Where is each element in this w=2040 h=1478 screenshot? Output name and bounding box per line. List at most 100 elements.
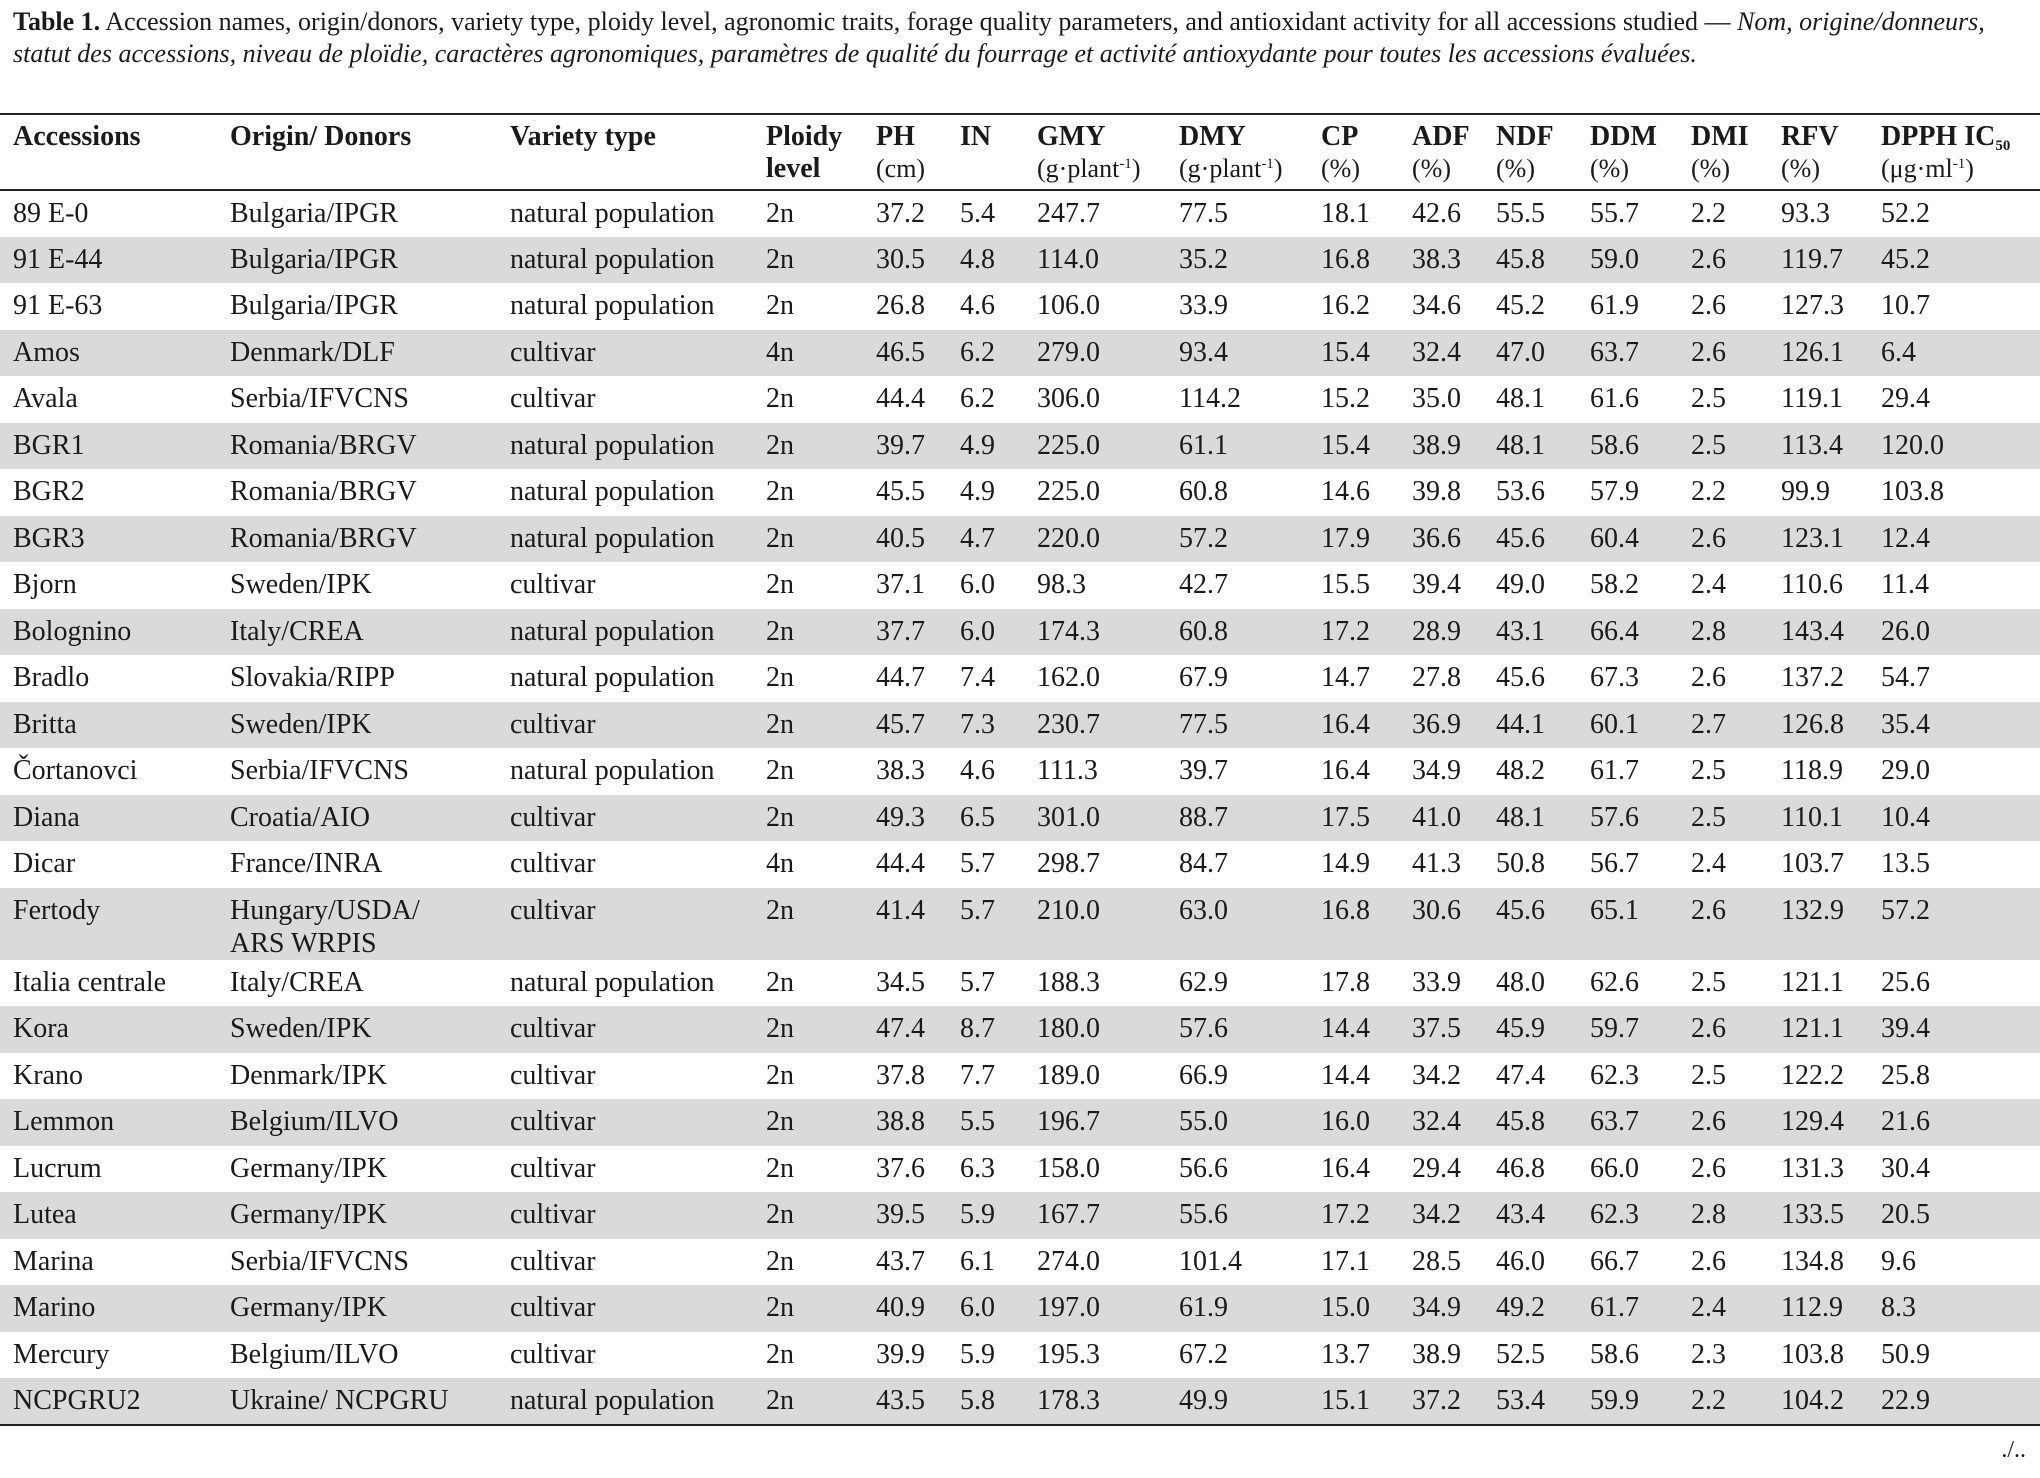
table-cell: 37.1 bbox=[876, 562, 960, 609]
header-name: Ploidy level bbox=[766, 121, 843, 184]
table-cell: 14.6 bbox=[1321, 469, 1412, 516]
cell-text: Bulgaria/IPGR bbox=[230, 198, 398, 229]
table-cell: 2.2 bbox=[1691, 190, 1781, 237]
cell-text: 195.3 bbox=[1037, 1338, 1100, 1370]
cell-text: cultivar bbox=[510, 569, 596, 600]
table-cell: 99.9 bbox=[1781, 469, 1881, 516]
table-row: Bjorn Sweden/IPK cultivar 2n 37.1 6.0 98.3 42.7… bbox=[0, 562, 2040, 609]
cell-text: 30.5 bbox=[876, 243, 925, 275]
unit-base: (g·plant bbox=[1037, 154, 1120, 183]
table-cell: 49.3 bbox=[876, 795, 960, 842]
cell-text: 4.6 bbox=[960, 290, 995, 321]
table-cell: Krano bbox=[0, 1053, 230, 1100]
continuation-mark: ./.. bbox=[2001, 1437, 2026, 1463]
cell-text: cultivar bbox=[510, 708, 596, 740]
table-cell: 17.9 bbox=[1321, 516, 1412, 563]
cell-text: 44.1 bbox=[1496, 708, 1545, 740]
column-header: Accessions bbox=[0, 114, 230, 190]
header-unit: (%) bbox=[1412, 153, 1496, 185]
cell-text: 2.6 bbox=[1691, 894, 1726, 926]
table-cell: Sweden/IPK bbox=[230, 702, 510, 749]
table-row: 89 E-0 Bulgaria/IPGR natural population 2n 3… bbox=[0, 190, 2040, 237]
table-cell: cultivar bbox=[510, 702, 766, 749]
cell-text: 5.9 bbox=[960, 1338, 995, 1370]
table-cell: 126.1 bbox=[1781, 330, 1881, 377]
cell-text: 57.6 bbox=[1590, 801, 1639, 833]
cell-line: ARS WRPIS bbox=[230, 927, 377, 959]
table-cell: 7.7 bbox=[960, 1053, 1037, 1100]
cell-text: Lucrum bbox=[13, 1152, 102, 1184]
column-header: Ploidy level bbox=[766, 114, 876, 190]
cell-text: 89 E-0 bbox=[13, 198, 89, 229]
cell-text: 37.1 bbox=[876, 569, 925, 600]
table-cell: natural population bbox=[510, 516, 766, 563]
table-cell: 26.8 bbox=[876, 283, 960, 330]
cell-text: 6.1 bbox=[960, 1245, 995, 1277]
cell-text: Bulgaria/IPGR bbox=[230, 290, 398, 321]
header-name: DPPH IC bbox=[1881, 121, 1996, 152]
table-row: Lucrum Germany/IPK cultivar 2n 37.6 6.3 158.0 5… bbox=[0, 1146, 2040, 1193]
table-cell: 61.1 bbox=[1179, 423, 1321, 470]
table-cell: 2.4 bbox=[1691, 562, 1781, 609]
cell-text: 113.4 bbox=[1781, 429, 1843, 461]
table-cell: Britta bbox=[0, 702, 230, 749]
cell-text: 301.0 bbox=[1037, 801, 1100, 833]
table-cell: 2.4 bbox=[1691, 1285, 1781, 1332]
table-cell: 17.1 bbox=[1321, 1239, 1412, 1286]
cell-text: Marina bbox=[13, 1245, 94, 1277]
header-unit: (cm) bbox=[876, 153, 960, 185]
table-cell: 2.6 bbox=[1691, 330, 1781, 377]
cell-text: 45.5 bbox=[876, 476, 925, 507]
cell-text: 6.2 bbox=[960, 383, 995, 414]
cell-text: 2n bbox=[766, 569, 794, 600]
table-cell: 30.4 bbox=[1881, 1146, 2040, 1193]
unit-tail: ) bbox=[1273, 154, 1283, 183]
table-cell: Croatia/AIO bbox=[230, 795, 510, 842]
cell-text: 103.8 bbox=[1881, 476, 1944, 507]
cell-text: 20.5 bbox=[1881, 1199, 1930, 1230]
cell-text: 162.0 bbox=[1037, 662, 1100, 693]
table-cell: 17.2 bbox=[1321, 609, 1412, 656]
cell-text: 2.2 bbox=[1691, 1385, 1726, 1416]
cell-text: 28.9 bbox=[1412, 615, 1461, 647]
header-subscript: 50 bbox=[1995, 138, 2011, 154]
cell-text: 126.1 bbox=[1781, 336, 1844, 368]
table-cell: 42.6 bbox=[1412, 190, 1496, 237]
cell-text: 38.9 bbox=[1412, 1338, 1461, 1370]
cell-text: 33.9 bbox=[1179, 290, 1228, 321]
table-cell: 91 E-44 bbox=[0, 237, 230, 284]
cell-text: 38.3 bbox=[876, 755, 925, 786]
cell-text: 44.7 bbox=[876, 662, 925, 693]
table-cell: 4.6 bbox=[960, 283, 1037, 330]
cell-text: 15.1 bbox=[1321, 1385, 1370, 1416]
table-cell: 50.8 bbox=[1496, 841, 1590, 888]
table-cell: 2.6 bbox=[1691, 1239, 1781, 1286]
cell-text: 37.2 bbox=[876, 198, 925, 229]
table-cell: Bradlo bbox=[0, 655, 230, 702]
cell-text: 137.2 bbox=[1781, 662, 1844, 693]
cell-text: natural population bbox=[510, 522, 715, 554]
column-header: PH (cm) bbox=[876, 114, 960, 190]
table-cell: 50.9 bbox=[1881, 1332, 2040, 1379]
table-cell: 174.3 bbox=[1037, 609, 1179, 656]
table-cell: 8.3 bbox=[1881, 1285, 2040, 1332]
table-cell: Serbia/IFVCNS bbox=[230, 376, 510, 423]
table-row: Fertody Hungary/USDA/ARS WRPIS cultivar 2n 4… bbox=[0, 887, 2040, 960]
table-cell: Bolognino bbox=[0, 609, 230, 656]
cell-text: 2n bbox=[766, 755, 794, 786]
unit-base: (%) bbox=[1691, 154, 1730, 183]
cell-text: Bradlo bbox=[13, 662, 90, 693]
cell-text: 84.7 bbox=[1179, 848, 1228, 879]
cell-text: 16.8 bbox=[1321, 894, 1370, 926]
cell-text: 2.4 bbox=[1691, 1292, 1726, 1323]
column-header: RFV (%) bbox=[1781, 114, 1881, 190]
cell-text: 15.4 bbox=[1321, 429, 1370, 461]
cell-text: natural population bbox=[510, 755, 715, 786]
table-cell: 48.1 bbox=[1496, 423, 1590, 470]
cell-text: 41.4 bbox=[876, 894, 925, 926]
cell-text: 2.4 bbox=[1691, 848, 1726, 879]
cell-text: Lutea bbox=[13, 1199, 77, 1230]
table-cell: 54.7 bbox=[1881, 655, 2040, 702]
cell-text: 66.0 bbox=[1590, 1152, 1639, 1184]
cell-text: 17.2 bbox=[1321, 1199, 1370, 1230]
